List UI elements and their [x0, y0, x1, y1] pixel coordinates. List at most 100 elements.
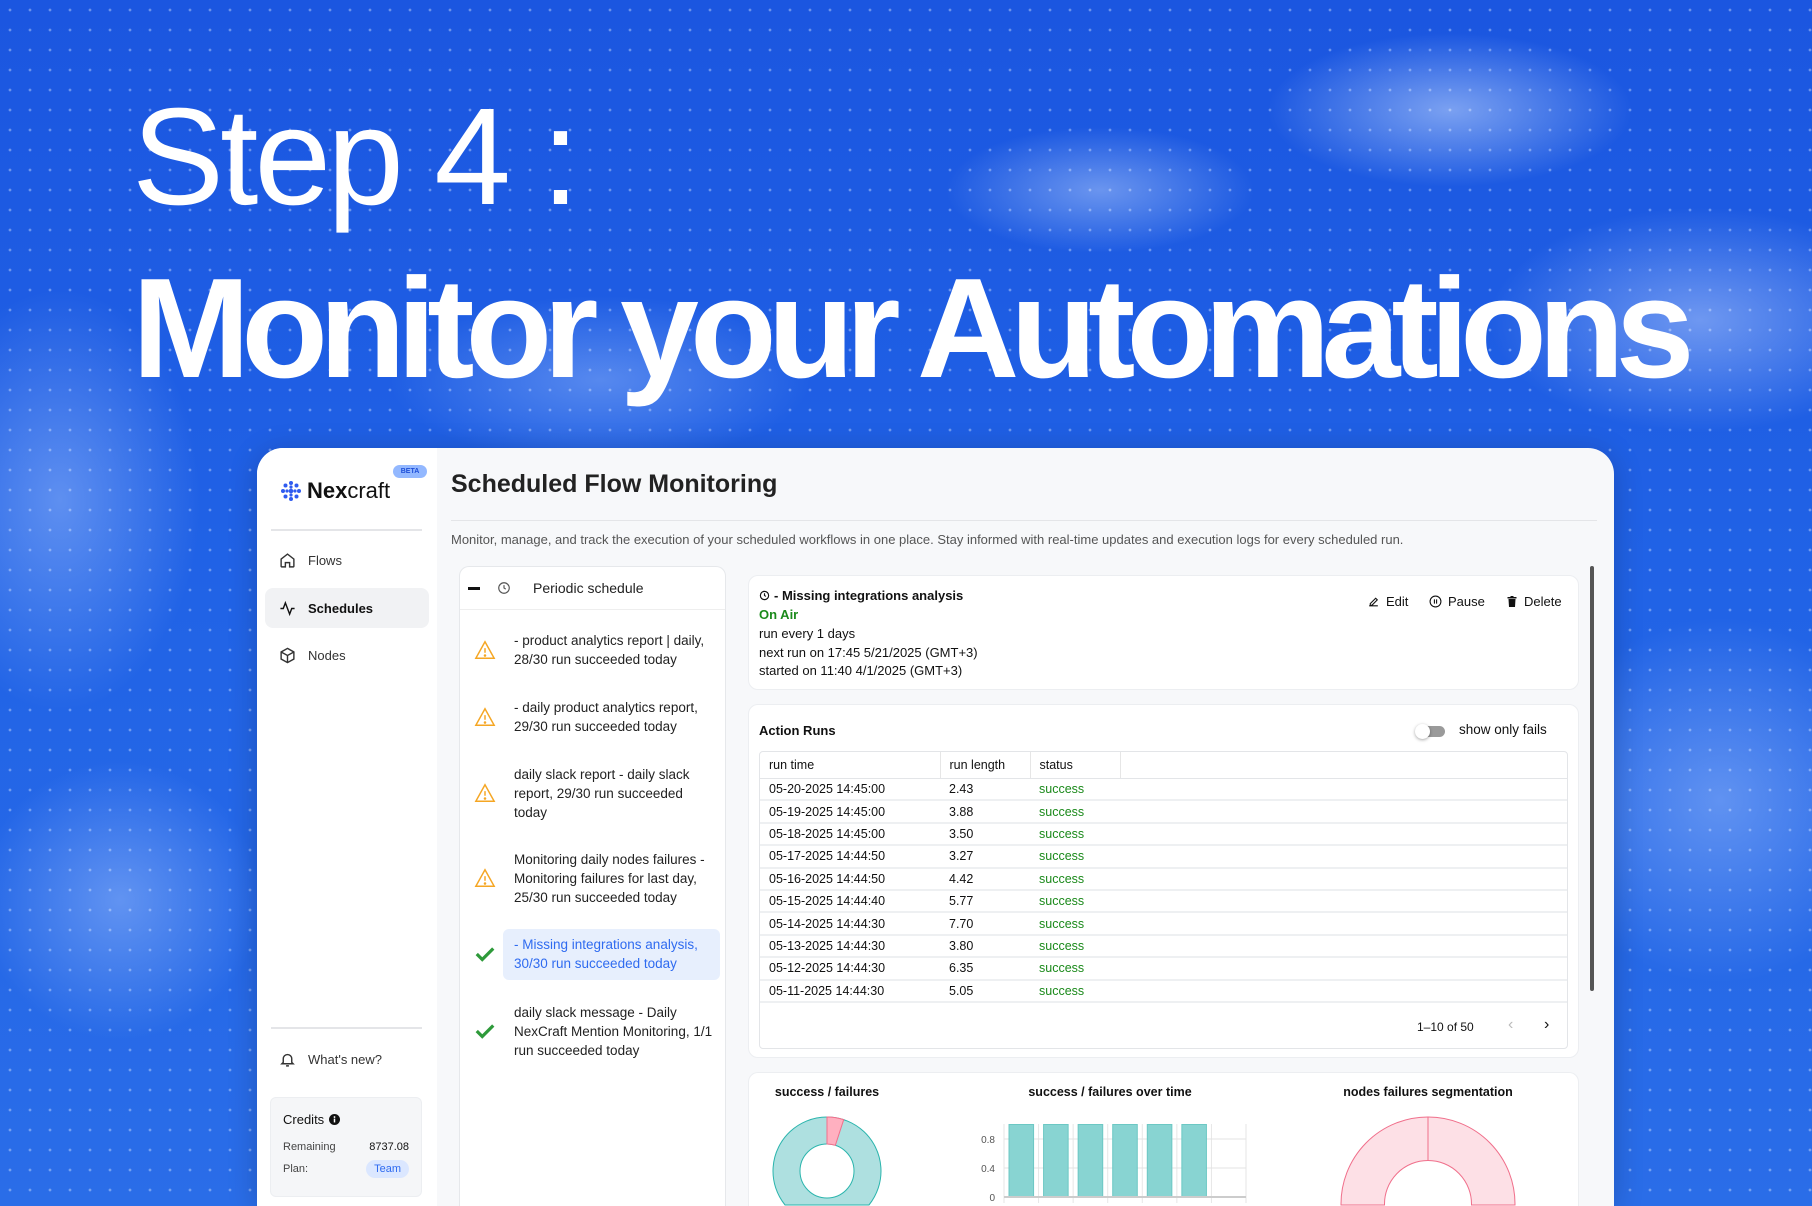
column-header-status[interactable]: status: [1030, 752, 1121, 779]
table-row[interactable]: 05-17-2025 14:44:50 3.27 success: [760, 845, 1567, 869]
plan-badge: Team: [366, 1160, 409, 1178]
y-tick-label: 0: [989, 1193, 995, 1204]
sidebar-item-label: Schedules: [308, 600, 374, 616]
cell-status: success: [1030, 957, 1120, 981]
info-icon[interactable]: [329, 1114, 341, 1125]
next-run: next run on 17:45 5/21/2025 (GMT+3): [759, 645, 978, 660]
action-runs-title: Action Runs: [759, 723, 836, 738]
schedule-list-item[interactable]: - product analytics report | daily, 28/3…: [460, 631, 725, 669]
pause-label: Pause: [1448, 594, 1485, 609]
show-only-fails-toggle[interactable]: [1415, 724, 1445, 739]
check-icon: [475, 947, 495, 962]
page-description: Monitor, manage, and track the execution…: [451, 532, 1404, 547]
bar[interactable]: [1146, 1124, 1173, 1198]
brand-logo[interactable]: Nexcraft: [280, 478, 390, 504]
bar[interactable]: [1008, 1124, 1035, 1198]
remaining-value: 8737.08: [369, 1141, 409, 1153]
table-row[interactable]: 05-15-2025 14:44:40 5.77 success: [760, 889, 1567, 914]
cube-icon: [280, 647, 295, 663]
y-tick-label: 0.8: [981, 1135, 995, 1146]
warning-icon: [474, 868, 496, 887]
brand-name-rest: craft: [347, 478, 391, 503]
divider: [271, 1027, 422, 1029]
sidebar-item-flows[interactable]: Flows: [265, 540, 429, 580]
schedule-item-text: - daily product analytics report, 29/30 …: [514, 700, 698, 734]
whats-new-button[interactable]: What's new?: [265, 1039, 429, 1079]
charts-svg: 0 0.4 0.8: [772, 1116, 1516, 1206]
cell-run-length: 4.42: [940, 867, 1030, 891]
table-row[interactable]: 05-19-2025 14:45:00 3.88 success: [760, 800, 1567, 824]
cell-run-length: 3.27: [940, 845, 1030, 869]
table-row[interactable]: 05-18-2025 14:45:00 3.50 success: [760, 822, 1567, 847]
pencil-icon: [1369, 597, 1379, 607]
schedule-item-text: daily slack report - daily slack report,…: [514, 766, 690, 820]
y-tick-label: 0.4: [981, 1164, 995, 1175]
cell-run-time: 05-17-2025 14:44:50: [760, 845, 940, 869]
cell-status: success: [1030, 934, 1120, 959]
cell-run-length: 3.50: [940, 822, 1030, 847]
nodes-failures-slice-0[interactable]: [1340, 1116, 1516, 1206]
bar[interactable]: [1043, 1124, 1069, 1198]
edit-button[interactable]: Edit: [1367, 594, 1408, 609]
check-icon: [475, 1024, 495, 1039]
column-header-run-time[interactable]: run time: [760, 752, 941, 779]
table-row[interactable]: 05-13-2025 14:44:30 3.80 success: [760, 934, 1567, 959]
sidebar-item-schedules[interactable]: Schedules: [265, 588, 429, 628]
page-title: Scheduled Flow Monitoring: [451, 470, 778, 498]
edit-label: Edit: [1386, 594, 1409, 609]
schedule-detail-card: - Missing integrations analysis On Air r…: [748, 575, 1579, 690]
scrollbar[interactable]: [1590, 566, 1594, 991]
cell-run-length: 3.88: [940, 800, 1030, 824]
hero-headline: Monitor your Automations: [132, 249, 1695, 408]
app-window: Nexcraft BETA Flows Schedules Nodes What…: [257, 448, 1614, 1206]
cell-status: success: [1030, 800, 1120, 824]
table-row[interactable]: 05-12-2025 14:44:30 6.35 success: [760, 957, 1567, 981]
schedule-list-item[interactable]: Monitoring daily nodes failures - Monito…: [460, 850, 725, 907]
sidebar-item-label: Nodes: [308, 647, 346, 663]
prev-page-button[interactable]: ‹: [1508, 1016, 1514, 1033]
pagination-label: 1–10 of 50: [1417, 1020, 1474, 1034]
schedule-list-item[interactable]: daily slack message - Daily NexCraft Men…: [460, 1003, 725, 1060]
brand-name-bold: Nex: [307, 478, 348, 503]
trash-icon: [1507, 596, 1517, 607]
table-row[interactable]: 05-20-2025 14:45:00 2.43 success: [760, 778, 1567, 802]
credits-title: Credits: [283, 1112, 325, 1127]
chart-title: success / failures: [774, 1085, 880, 1099]
cell-status: success: [1030, 912, 1120, 936]
schedule-list-item[interactable]: - Missing integrations analysis, 30/30 r…: [460, 929, 725, 980]
next-page-button[interactable]: ›: [1544, 1016, 1550, 1033]
bar[interactable]: [1077, 1124, 1104, 1198]
schedule-list-item[interactable]: daily slack report - daily slack report,…: [460, 765, 725, 822]
started-on: started on 11:40 4/1/2025 (GMT+3): [759, 663, 963, 678]
logo-icon: [281, 481, 301, 501]
table-row[interactable]: 05-16-2025 14:44:50 4.42 success: [760, 867, 1567, 891]
delete-button[interactable]: Delete: [1506, 594, 1562, 609]
success-failures-slice-failures[interactable]: [826, 1116, 845, 1146]
cell-run-time: 05-20-2025 14:45:00: [760, 778, 940, 802]
cell-run-length: 2.43: [940, 778, 1030, 802]
table-row[interactable]: 05-14-2025 14:44:30 7.70 success: [760, 912, 1567, 936]
bell-icon: [280, 1053, 295, 1067]
bar[interactable]: [1181, 1124, 1207, 1198]
bar[interactable]: [1112, 1124, 1138, 1198]
schedule-list-item[interactable]: - daily product analytics report, 29/30 …: [460, 698, 725, 736]
cell-run-time: 05-19-2025 14:45:00: [760, 800, 940, 824]
whats-new-label: What's new?: [308, 1051, 383, 1067]
home-icon: [280, 552, 295, 568]
cell-run-time: 05-15-2025 14:44:40: [760, 889, 940, 914]
divider: [271, 529, 422, 531]
cell-run-time: 05-13-2025 14:44:30: [760, 934, 940, 959]
pause-button[interactable]: Pause: [1429, 594, 1485, 609]
toggle-label: show only fails: [1459, 722, 1547, 737]
table-row[interactable]: 05-11-2025 14:44:30 5.05 success: [760, 979, 1567, 1003]
cell-run-time: 05-11-2025 14:44:30: [760, 979, 940, 1003]
runs-table: run time run length status 05-20-2025 14…: [759, 751, 1568, 1049]
charts-card: success / failures success / failures ov…: [748, 1072, 1579, 1206]
chart-title: success / failures over time: [1028, 1085, 1192, 1099]
sidebar-item-nodes[interactable]: Nodes: [265, 635, 429, 675]
collapse-icon[interactable]: [468, 586, 480, 590]
column-header-run-length[interactable]: run length: [940, 752, 1031, 779]
action-runs-card: Action Runs show only fails run time run…: [748, 704, 1579, 1058]
run-interval: run every 1 days: [759, 626, 856, 641]
schedule-item-text: Monitoring daily nodes failures - Monito…: [514, 851, 705, 905]
